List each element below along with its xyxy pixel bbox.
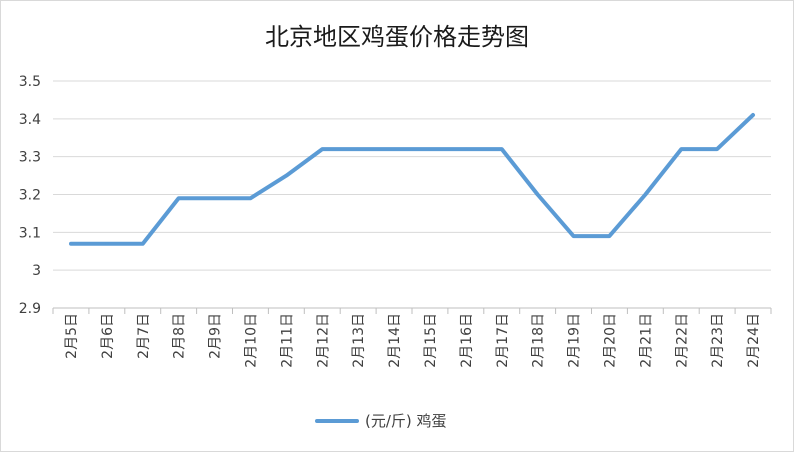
- x-tick-label: 2月19日: [567, 313, 583, 368]
- x-axis: [52, 307, 772, 314]
- x-tick-label: 2月5日: [64, 313, 80, 359]
- data-point: [536, 193, 540, 196]
- y-tick-label: 2.9: [19, 301, 41, 317]
- x-tick-label: 2月18日: [531, 313, 547, 368]
- data-point: [213, 196, 217, 200]
- x-tick-label: 2月6日: [100, 313, 116, 359]
- data-point: [248, 196, 252, 200]
- x-tick-label: 2月11日: [279, 313, 295, 368]
- gridlines: [53, 80, 771, 271]
- y-tick-label: 3.5: [19, 74, 41, 90]
- data-point: [428, 147, 432, 151]
- data-point: [715, 147, 719, 151]
- y-tick-label: 3.3: [19, 150, 41, 166]
- x-axis-ticks: 2月5日 2月6日 2月7日 2月8日 2月9日 2月10日 2月11日 2月12日 2月13日…: [64, 313, 762, 368]
- x-tick-label: 2月12日: [315, 313, 331, 368]
- data-point: [643, 193, 647, 196]
- data-point: [500, 147, 504, 151]
- x-tick-label: 2月21日: [638, 313, 654, 368]
- x-tick-label: 2月17日: [495, 313, 511, 368]
- x-tick-label: 2月22日: [674, 313, 690, 368]
- y-tick-label: 3: [32, 263, 41, 279]
- data-point: [69, 242, 73, 246]
- data-point: [607, 234, 611, 238]
- x-tick-label: 2月15日: [423, 313, 439, 368]
- data-point: [105, 242, 109, 246]
- x-tick-label: 2月16日: [459, 313, 475, 368]
- x-tick-label: 2月24日: [746, 313, 762, 368]
- data-point: [177, 196, 181, 200]
- x-tick-label: 2月20日: [602, 313, 618, 368]
- legend-label: (元/斤) 鸡蛋: [365, 412, 447, 430]
- data-point: [392, 147, 396, 151]
- data-point: [284, 174, 288, 178]
- chart-title: 北京地区鸡蛋价格走势图: [265, 23, 529, 51]
- data-point: [572, 234, 576, 238]
- data-point: [679, 147, 683, 151]
- x-tick-label: 2月7日: [136, 313, 152, 359]
- y-tick-label: 3.1: [19, 225, 41, 241]
- data-point: [356, 147, 360, 151]
- y-axis-ticks: 2.9 3 3.1 3.2 3.3 3.4 3.5: [19, 74, 41, 317]
- data-point: [751, 113, 755, 117]
- x-tick-label: 2月23日: [710, 313, 726, 368]
- x-tick-label: 2月14日: [387, 313, 403, 368]
- y-tick-label: 3.4: [19, 112, 41, 128]
- data-point: [320, 147, 324, 151]
- y-tick-label: 3.2: [19, 188, 41, 204]
- data-point: [464, 147, 468, 151]
- series-layer: [69, 113, 755, 246]
- x-tick-label: 2月8日: [172, 313, 188, 359]
- x-tick-label: 2月13日: [351, 313, 367, 368]
- x-tick-label: 2月10日: [243, 313, 259, 368]
- series-line: [69, 113, 755, 246]
- legend: (元/斤) 鸡蛋: [315, 412, 447, 430]
- data-point: [141, 242, 145, 246]
- x-tick-label: 2月9日: [208, 313, 224, 359]
